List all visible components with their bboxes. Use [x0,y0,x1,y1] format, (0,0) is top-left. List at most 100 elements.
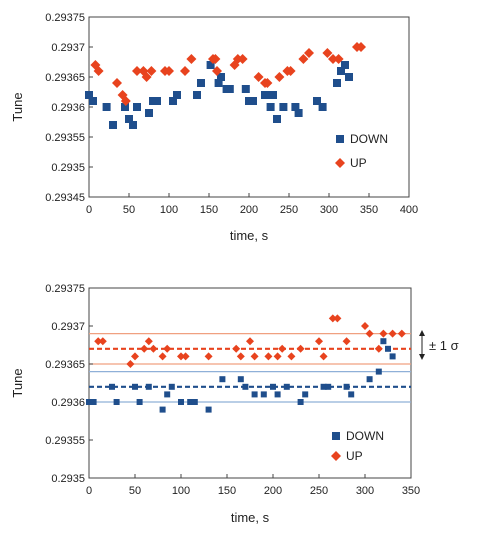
data-point-up [319,352,328,361]
plot-frame [88,287,412,479]
data-point-up [210,54,221,64]
data-point-down [113,399,120,405]
data-point-down [345,73,353,81]
data-point-down [153,97,161,105]
data-point-up [250,352,259,361]
data-point-down [366,376,373,383]
data-point-up [285,66,296,76]
data-point-up [131,352,139,361]
data-point-down [274,391,281,398]
data-point-up [379,329,388,338]
data-point-up [322,48,333,58]
data-point-down [291,103,300,111]
data-point-down [343,383,350,390]
data-point-down [380,338,387,345]
data-point-down [90,399,97,405]
x-tick-label: 0 [86,204,92,216]
y-tick-label: 0.29375 [45,283,85,295]
data-point-down [273,115,281,123]
y-tick-label: 0.29365 [45,359,85,371]
data-point-down [136,399,143,405]
x-tick-label: 150 [200,204,218,216]
data-point-down [217,73,225,81]
data-point-down [260,391,267,398]
data-point-up [365,329,374,338]
data-point-up [264,352,273,361]
data-point-down [205,406,212,413]
y-tick-label: 0.29355 [45,435,85,447]
data-point-down [251,391,258,398]
data-point-down [325,383,332,390]
x-tick-label: 150 [218,485,236,497]
x-tick-label: 350 [402,485,420,497]
data-point-down [237,376,244,383]
chart-bottom: 0.2935 0.29355 0.2936 0.29365 0.2937 0.29375 0… [10,283,459,525]
x-tick-label: 300 [320,204,338,216]
data-point-down [169,97,177,105]
data-point-up [253,72,264,82]
data-point-up [333,54,344,64]
data-point-up [232,344,241,353]
data-point-up [388,329,397,338]
data-point-down [197,79,205,87]
y-tick-label: 0.2935 [51,473,85,485]
data-point-down [270,383,276,390]
data-point-down [225,85,234,93]
x-tick-label: 200 [240,204,258,216]
data-point-up [158,352,167,361]
series-up [90,42,366,106]
y-tick-label: 0.2936 [51,397,85,409]
data-point-down [269,91,277,99]
data-point-down [214,79,223,87]
data-point-down [261,91,269,99]
data-point-down [86,399,92,405]
data-point-down [89,97,97,105]
legend-marker-up [331,451,341,461]
data-point-down [241,85,250,93]
data-point-up [356,42,366,52]
data-point-down [313,97,321,105]
data-point-down [193,91,201,99]
data-point-up [287,352,296,361]
x-tick-label: 0 [86,485,92,497]
data-point-up [140,344,149,353]
sigma-arrow-head-up [419,330,425,336]
y-tick-label: 0.29355 [45,132,85,144]
data-point-up [126,360,135,368]
legend-marker-down [336,135,344,143]
data-point-down [145,383,152,390]
data-point-up [120,96,131,106]
data-point-up [296,344,305,353]
y-tick-label: 0.29365 [45,72,85,84]
data-point-down [85,91,93,99]
data-point-down [168,383,175,390]
data-point-down [333,79,341,87]
data-point-down [266,103,275,111]
x-tick-label: 50 [123,204,135,216]
data-point-up [262,78,273,88]
data-point-down [173,91,181,99]
data-point-up [93,66,104,76]
data-point-up [374,344,383,353]
data-point-up [278,344,287,353]
data-point-down [145,109,153,117]
data-point-up [342,337,351,346]
data-point-up [298,54,309,64]
sigma-arrow-head-down [419,354,425,360]
series-up [94,314,406,368]
x-tick-label: 100 [172,485,190,497]
sigma-annotation: ± 1 σ [429,338,459,353]
data-point-up [237,54,248,64]
data-point-down [337,67,345,75]
data-point-down [133,103,141,111]
data-point-up [328,314,337,323]
y-tick-label: 0.2937 [51,321,85,333]
data-point-down [129,121,137,129]
y-tick-label: 0.2937 [51,42,85,54]
data-point-down [348,391,355,398]
data-point-down [159,406,166,413]
data-point-up [236,352,245,361]
data-point-up [397,329,406,338]
data-point-down [249,97,257,105]
legend-marker-up [335,158,345,168]
